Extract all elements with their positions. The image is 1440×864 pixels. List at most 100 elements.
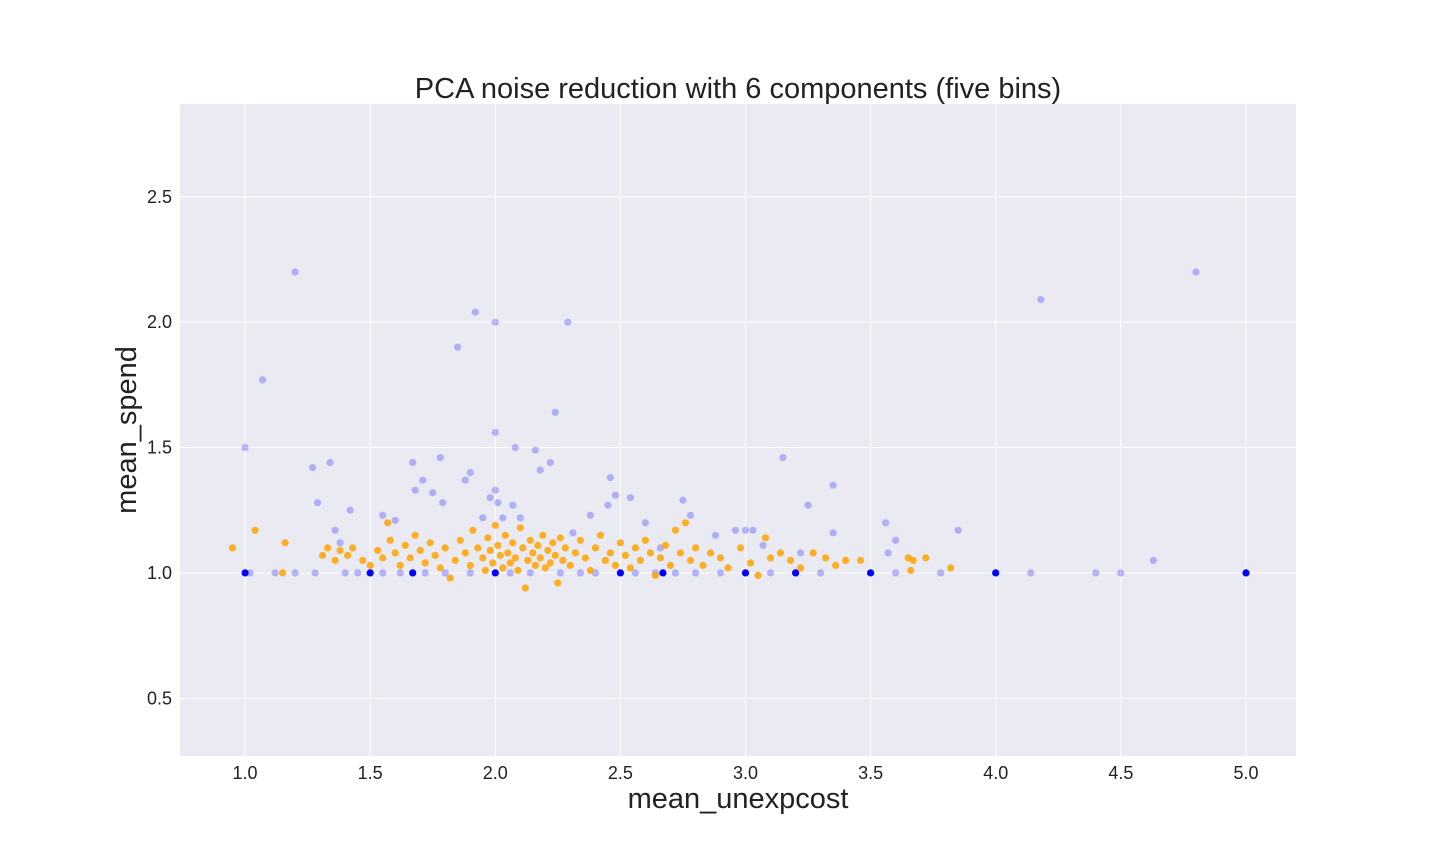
scatter-point-series-3	[541, 564, 549, 572]
scatter-point-series-1	[454, 343, 462, 351]
scatter-point-series-3	[511, 554, 519, 562]
scatter-point-series-2	[659, 569, 667, 577]
scatter-point-series-3	[456, 536, 464, 544]
scatter-point-series-1	[466, 469, 474, 477]
scatter-point-series-1	[564, 318, 572, 326]
scatter-point-series-1	[271, 569, 279, 577]
scatter-point-series-3	[479, 554, 487, 562]
scatter-point-series-3	[586, 566, 595, 575]
x-tick-labels: 1.0 1.5 2.0 2.5 3.0 3.5 4.0 4.5 5.0	[233, 763, 1259, 783]
scatter-point-series-3	[559, 556, 567, 565]
scatter-point-series-3	[566, 561, 574, 570]
scatter-point-series-1	[1027, 569, 1035, 577]
scatter-point-series-3	[922, 554, 930, 562]
scatter-point-series-1	[429, 489, 437, 497]
scatter-point-series-3	[909, 556, 917, 565]
scatter-point-series-1	[892, 569, 900, 577]
scatter-point-series-3	[636, 556, 645, 565]
y-axis-label: mean_spend	[111, 346, 143, 514]
scatter-point-series-1	[346, 506, 354, 514]
scatter-point-series-3	[724, 564, 732, 572]
scatter-point-series-3	[386, 536, 394, 544]
scatter-point-series-3	[506, 559, 514, 567]
scatter-point-series-1	[797, 549, 805, 557]
scatter-point-series-3	[536, 554, 544, 562]
scatter-point-series-1	[641, 519, 650, 527]
scatter-point-series-3	[529, 549, 537, 557]
scatter-point-series-3	[391, 549, 399, 557]
grid-lines	[180, 104, 1296, 756]
scatter-point-series-1	[606, 474, 615, 482]
scatter-point-series-3	[406, 554, 414, 562]
scatter-point-series-1	[326, 459, 334, 467]
scatter-point-series-3	[754, 571, 762, 580]
scatter-point-series-3	[601, 556, 610, 565]
scatter-point-series-1	[291, 569, 299, 577]
scatter-point-series-3	[486, 546, 494, 555]
scatter-point-series-3	[857, 556, 865, 565]
x-tick-label: 5.0	[1233, 763, 1258, 783]
scatter-point-series-3	[797, 564, 805, 572]
scatter-point-series-3	[516, 524, 524, 532]
x-tick-label: 1.0	[233, 763, 258, 783]
scatter-point-series-3	[349, 544, 357, 552]
scatter-point-series-3	[626, 564, 635, 572]
scatter-point-series-1	[1192, 268, 1200, 276]
scatter-point-series-3	[396, 561, 404, 570]
scatter-point-series-1	[576, 569, 585, 577]
scatter-point-series-3	[494, 541, 502, 550]
scatter-point-series-1	[419, 476, 427, 484]
scatter-point-series-3	[581, 554, 590, 562]
scatter-point-series-1	[331, 526, 339, 534]
scatter-point-series-1	[546, 459, 554, 467]
scatter-point-series-3	[379, 554, 387, 562]
scatter-point-series-3	[842, 556, 850, 565]
scatter-point-series-2	[741, 569, 750, 577]
scatter-point-series-3	[686, 556, 695, 565]
scatter-point-series-3	[324, 544, 332, 552]
scatter-point-series-3	[676, 549, 685, 557]
scatter-point-series-3	[716, 554, 725, 562]
scatter-point-series-1	[1117, 569, 1125, 577]
scatter-point-series-3	[907, 566, 915, 575]
x-tick-label: 3.0	[733, 763, 758, 783]
scatter-point-series-3	[546, 559, 554, 567]
scatter-point-series-1	[937, 569, 945, 577]
scatter-point-series-1	[511, 444, 519, 452]
scatter-point-series-3	[666, 561, 675, 570]
scatter-point-series-2	[992, 569, 1000, 577]
scatter-point-series-1	[531, 446, 539, 454]
scatter-point-series-3	[611, 561, 620, 570]
scatter-point-series-3	[319, 551, 327, 560]
scatter-point-series-3	[736, 544, 745, 552]
scatter-point-series-3	[809, 549, 817, 557]
scatter-point-series-1	[536, 466, 544, 474]
scatter-point-series-3	[534, 541, 542, 550]
scatter-point-series-1	[569, 529, 577, 537]
scatter-point-series-3	[554, 579, 562, 587]
scatter-point-series-3	[279, 569, 287, 577]
scatter-point-series-3	[786, 556, 795, 565]
scatter-point-series-3	[521, 584, 529, 592]
scatter-point-series-3	[651, 571, 660, 580]
scatter-point-series-1	[259, 376, 267, 384]
scatter-point-series-1	[491, 318, 499, 326]
scatter-point-series-3	[359, 556, 367, 565]
scatter-point-series-1	[686, 511, 695, 519]
scatter-point-series-1	[499, 514, 507, 522]
scatter-point-series-3	[431, 551, 439, 560]
scatter-point-series-3	[491, 521, 499, 529]
scatter-point-series-1	[691, 569, 700, 577]
scatter-point-series-3	[481, 566, 489, 575]
scatter-point-series-1	[491, 428, 499, 437]
scatter-point-series-3	[576, 536, 585, 544]
scatter-point-series-1	[461, 476, 469, 484]
scatter-point-series-1	[314, 499, 322, 507]
scatter-point-series-1	[409, 459, 417, 467]
scatter-point-series-1	[509, 501, 517, 509]
scatter-point-series-3	[496, 551, 504, 560]
scatter-point-series-3	[344, 551, 352, 560]
scatter-point-series-3	[509, 539, 517, 547]
scatter-point-series-3	[646, 549, 655, 557]
scatter-point-series-1	[396, 569, 404, 577]
